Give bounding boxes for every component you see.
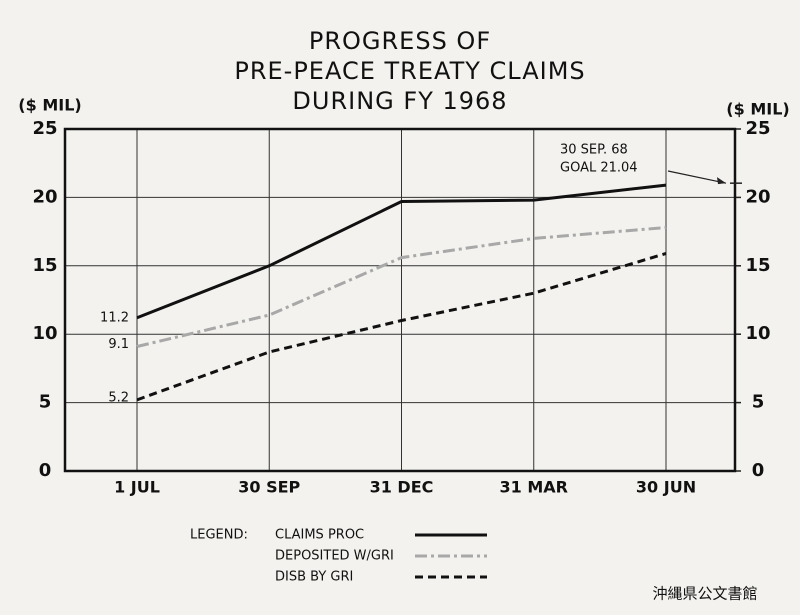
- x-tick-label: 31 MAR: [500, 478, 568, 497]
- y-tick-label: 15: [32, 255, 57, 276]
- y-tick-label: 20: [32, 186, 57, 207]
- data-label: 11.2: [100, 310, 129, 325]
- legend-label: DEPOSITED W/GRI: [275, 549, 394, 564]
- y-tick-label: 0: [39, 460, 52, 481]
- plot-frame: [63, 127, 737, 473]
- chart-title: PROGRESS OF: [309, 27, 491, 55]
- annotation: 30 SEP. 68: [560, 143, 628, 158]
- series-line: [136, 252, 667, 402]
- series-line: [136, 183, 667, 320]
- series-line: [136, 226, 667, 348]
- legend-title: LEGEND:: [190, 528, 248, 543]
- annotation-arrowhead: [717, 177, 726, 185]
- data-label: 5.2: [108, 390, 129, 405]
- x-tick-label: 30 SEP: [238, 478, 300, 497]
- y2-axis-label: ($ MIL): [726, 100, 789, 119]
- y-axis-label: ($ MIL): [18, 96, 81, 115]
- y-tick-label: 10: [32, 323, 57, 344]
- annotation-arrow: [667, 170, 727, 184]
- annotation: GOAL 21.04: [560, 161, 638, 176]
- y2-tick-label: 10: [745, 323, 770, 344]
- data-label: 9.1: [108, 337, 129, 352]
- x-tick-label: 31 DEC: [370, 478, 434, 497]
- x-tick-label: 1 JUL: [114, 478, 160, 497]
- watermark: 沖縄県公文書館: [652, 585, 757, 603]
- y2-tick-label: 5: [752, 392, 765, 413]
- y2-tick-label: 15: [745, 255, 770, 276]
- y2-tick-label: 25: [745, 118, 770, 139]
- y-tick-label: 25: [32, 118, 57, 139]
- legend-label: DISB BY GRI: [275, 570, 353, 585]
- x-tick-label: 30 JUN: [636, 478, 696, 497]
- chart-title: DURING FY 1968: [292, 87, 507, 115]
- y-tick-label: 5: [39, 392, 52, 413]
- y2-tick-label: 0: [752, 460, 765, 481]
- chart-title: PRE-PEACE TREATY CLAIMS: [234, 57, 585, 85]
- y2-tick-label: 20: [745, 186, 770, 207]
- legend-label: CLAIMS PROC: [275, 528, 364, 543]
